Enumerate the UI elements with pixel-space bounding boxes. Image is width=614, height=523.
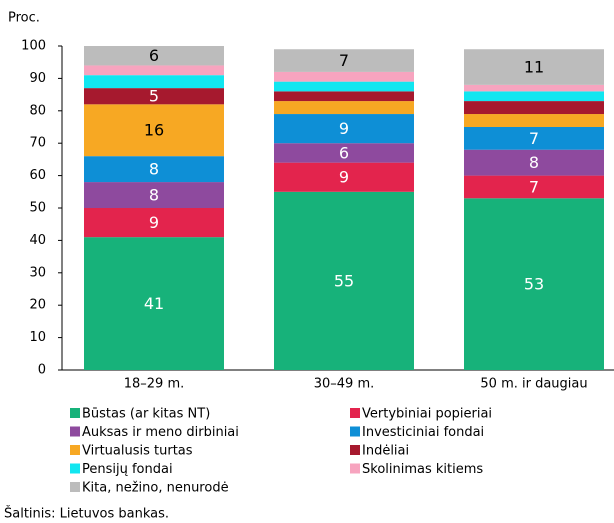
bar-segment [464, 84, 604, 92]
segment-label: 8 [529, 153, 539, 172]
bar-segment [464, 91, 604, 102]
segment-label: 6 [149, 46, 159, 65]
segment-label: 8 [149, 186, 159, 205]
legend-label: Pensijų fondai [82, 462, 173, 477]
bar-segment [274, 191, 414, 370]
y-tick-label: 20 [29, 298, 46, 313]
legend-swatch [350, 426, 360, 437]
legend-swatch [350, 463, 360, 474]
segment-label: 9 [149, 213, 159, 232]
source: Šaltinis: Lietuvos bankas. [4, 506, 169, 522]
x-tick-label: 18–29 m. [124, 377, 185, 392]
segment-label: 7 [529, 129, 539, 148]
bar-segment [274, 81, 414, 92]
y-tick-label: 50 [29, 201, 46, 216]
segment-label: 11 [524, 58, 544, 77]
y-tick-label: 80 [29, 103, 46, 118]
bar-segment [84, 46, 224, 66]
segment-label: 53 [524, 275, 544, 294]
y-tick-label: 70 [29, 136, 46, 151]
bar-segment [274, 143, 414, 163]
legend-label: Auksas ir meno dirbiniai [82, 425, 239, 440]
segment-label: 8 [149, 160, 159, 179]
legend-swatch [70, 445, 80, 455]
legend-label: Kita, nežino, nenurodė [82, 481, 229, 496]
bar-segment [84, 156, 224, 183]
legend-swatch [70, 408, 80, 418]
y-tick-label: 30 [29, 265, 46, 280]
y-tick-label: 60 [29, 168, 46, 183]
segment-label: 7 [529, 177, 539, 196]
bar-segment [84, 88, 224, 105]
segment-label: 55 [334, 271, 354, 290]
segment-label: 9 [339, 168, 349, 187]
y-tick-label: 0 [38, 363, 46, 378]
x-tick-label: 30–49 m. [314, 377, 375, 392]
legend-swatch [70, 463, 80, 474]
legend-swatch [70, 482, 80, 492]
legend-label: Investiciniai fondai [362, 425, 484, 440]
bar-segment [274, 114, 414, 144]
legend-label: Būstas (ar kitas NT) [82, 407, 210, 422]
legend-label: Skolinimas kitiems [362, 462, 483, 477]
bar-segment [274, 101, 414, 115]
segment-label: 16 [144, 121, 164, 140]
y-tick-label: 10 [29, 330, 46, 345]
y-axis-label: Proc. [8, 11, 40, 26]
legend-swatch [350, 445, 360, 455]
bar-segment [464, 127, 604, 150]
legend-label: Vertybiniai popieriai [362, 407, 492, 422]
bar-segment [464, 49, 604, 85]
bar-segment [84, 75, 224, 89]
legend-swatch [70, 426, 80, 437]
bar-segment [84, 65, 224, 76]
segment-label: 5 [149, 87, 159, 106]
x-tick-label: 50 m. ir daugiau [480, 377, 587, 392]
segment-label: 41 [144, 294, 164, 313]
bar-segment [84, 208, 224, 238]
y-tick-label: 100 [21, 39, 46, 54]
bar-segment [464, 198, 604, 370]
bar-segment [274, 71, 414, 82]
bar-segment [464, 149, 604, 176]
bar-segment [274, 162, 414, 192]
legend-swatch [350, 408, 360, 418]
y-tick-label: 90 [29, 71, 46, 86]
legend-label: Virtualusis turtas [82, 444, 193, 459]
bar-segment [84, 182, 224, 208]
bar-segment [274, 49, 414, 72]
segment-label: 9 [339, 119, 349, 138]
segment-label: 7 [339, 51, 349, 70]
legend-label: Indėliai [362, 444, 409, 459]
y-tick-label: 40 [29, 233, 46, 248]
bar-segment [464, 101, 604, 115]
segment-label: 6 [339, 143, 349, 162]
bar-segment [84, 237, 224, 370]
bar-segment [464, 175, 604, 199]
bar-segment [464, 114, 604, 127]
bar-segment [84, 104, 224, 157]
bar-segment [274, 91, 414, 102]
